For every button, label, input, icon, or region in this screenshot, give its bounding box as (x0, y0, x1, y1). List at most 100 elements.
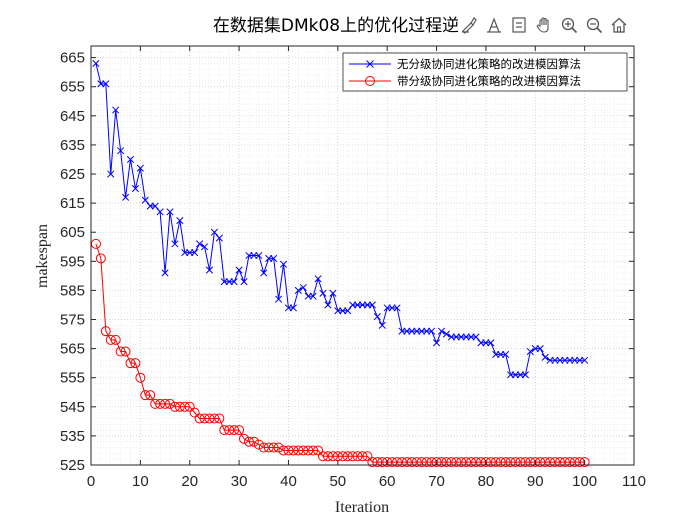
data-point-marker (126, 155, 135, 164)
data-point-marker (179, 401, 190, 412)
y-tick-label: 665 (60, 50, 85, 67)
data-point-marker (288, 445, 299, 456)
data-point-marker (115, 346, 126, 357)
data-point-marker (283, 445, 294, 456)
data-point-marker (95, 253, 106, 264)
data-point-marker (160, 398, 171, 409)
data-point-marker (210, 228, 218, 236)
brush-button[interactable] (458, 14, 480, 36)
data-point-marker (313, 445, 324, 456)
data-point-marker (176, 217, 184, 225)
data-point-marker (174, 401, 185, 412)
data-point-marker (166, 208, 174, 216)
pan-button[interactable] (533, 14, 555, 36)
data-point-marker (294, 286, 302, 294)
legend-label-series-2: 带分级协同进化策略的改进模因算法 (397, 74, 581, 88)
data-point-marker (342, 451, 353, 462)
data-point-marker (243, 436, 254, 447)
series-line-1 (95, 63, 585, 376)
data-point-marker (204, 413, 215, 424)
tick-marks (90, 46, 635, 466)
data-point-marker (461, 457, 472, 468)
zoom-out-button[interactable] (583, 14, 605, 36)
data-point-marker (515, 457, 526, 468)
data-point-marker (540, 457, 551, 468)
data-point-marker (428, 327, 436, 335)
data-point-marker (581, 356, 589, 364)
y-tick-label: 575 (60, 312, 85, 329)
zoom-out-icon (586, 17, 603, 34)
y-tick-labels: 525 535 545 555 565 575 585 595 605 615 625 635 645 6… (60, 50, 85, 474)
series-layer (90, 59, 590, 468)
data-point-marker (536, 345, 544, 353)
data-point-marker (234, 425, 245, 436)
axes-box (90, 45, 635, 466)
data-point-marker (112, 106, 120, 114)
y-tick-label: 545 (60, 399, 85, 416)
data-point-marker (260, 269, 268, 277)
legend-toggle-button[interactable] (508, 14, 530, 36)
data-point-marker (219, 425, 230, 436)
legend[interactable]: 无分级协同进化策略的改进模因算法 带分级协同进化策略的改进模因算法 (342, 52, 628, 92)
y-tick-label: 595 (60, 253, 85, 270)
data-point-marker (161, 269, 169, 277)
data-point-marker (362, 451, 373, 462)
data-point-marker (569, 457, 580, 468)
home-button[interactable] (608, 14, 630, 36)
data-point-marker (416, 457, 427, 468)
data-point-marker (337, 451, 348, 462)
data-point-marker (505, 457, 516, 468)
data-point-marker (145, 390, 156, 401)
data-tips-button[interactable] (483, 14, 505, 36)
brush-icon (462, 17, 477, 34)
data-point-marker (130, 358, 141, 369)
y-tick-label: 635 (60, 137, 85, 154)
zoom-in-button[interactable] (558, 14, 580, 36)
data-point-marker (135, 372, 146, 383)
x-tick-label: 70 (428, 473, 445, 490)
y-tick-label: 645 (60, 108, 85, 125)
data-point-marker (102, 80, 110, 88)
data-point-marker (357, 451, 368, 462)
data-point-marker (289, 304, 297, 312)
y-tick-label: 565 (60, 341, 85, 358)
data-point-marker (541, 353, 549, 361)
data-point-marker (141, 196, 149, 204)
y-tick-label: 525 (60, 457, 85, 474)
legend-entry-series-2[interactable]: 带分级协同进化策略的改进模因算法 (349, 74, 581, 88)
data-point-marker (502, 350, 510, 358)
x-tick-labels: 0 10 20 30 40 50 60 70 80 90 100 110 (87, 473, 646, 490)
data-point-marker (373, 313, 381, 321)
data-point-marker (446, 457, 457, 468)
data-point-marker (466, 457, 477, 468)
data-point-marker (344, 307, 352, 315)
data-point-marker (194, 413, 205, 424)
data-tips-icon (487, 17, 501, 33)
chart-title: 在数据集DMk08上的优化过程逆 (213, 16, 459, 36)
data-point-marker (122, 193, 130, 201)
data-point-marker (184, 401, 195, 412)
x-tick-label: 90 (527, 473, 544, 490)
data-point-marker (105, 334, 116, 345)
data-point-marker (279, 260, 288, 268)
data-point-marker (120, 346, 131, 357)
data-point-marker (293, 445, 304, 456)
legend-entry-series-1[interactable]: 无分级协同进化策略的改进模因算法 (349, 57, 581, 71)
data-point-marker (229, 425, 240, 436)
x-tick-label: 110 (622, 473, 646, 490)
data-point-marker (214, 413, 225, 424)
data-point-marker (490, 457, 501, 468)
data-point-marker (215, 234, 223, 242)
x-tick-label: 80 (478, 473, 495, 490)
home-icon (611, 17, 627, 33)
data-point-marker (240, 278, 248, 286)
data-point-marker (131, 185, 139, 193)
y-tick-label: 655 (60, 79, 85, 96)
data-point-marker (437, 327, 446, 335)
data-point-marker (268, 442, 279, 453)
data-point-marker (554, 457, 565, 468)
data-point-marker (510, 457, 521, 468)
x-tick-label: 30 (231, 473, 248, 490)
y-tick-label: 605 (60, 224, 85, 241)
